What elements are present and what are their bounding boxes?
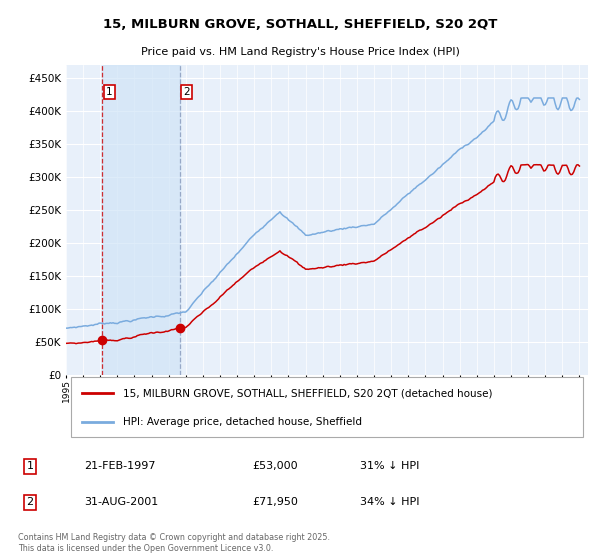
15, MILBURN GROVE, SOTHALL, SHEFFIELD, S20 2QT (detached house) [73, 340, 80, 347]
15, MILBURN GROVE, SOTHALL, SHEFFIELD, S20 2QT (detached house) [524, 161, 532, 168]
Text: 15, MILBURN GROVE, SOTHALL, SHEFFIELD, S20 2QT: 15, MILBURN GROVE, SOTHALL, SHEFFIELD, S… [103, 18, 497, 31]
Text: 31% ↓ HPI: 31% ↓ HPI [360, 461, 419, 472]
15, MILBURN GROVE, SOTHALL, SHEFFIELD, S20 2QT (detached house) [576, 163, 583, 170]
Text: 31-AUG-2001: 31-AUG-2001 [84, 497, 158, 507]
15, MILBURN GROVE, SOTHALL, SHEFFIELD, S20 2QT (detached house) [385, 248, 392, 254]
Text: £71,950: £71,950 [252, 497, 298, 507]
15, MILBURN GROVE, SOTHALL, SHEFFIELD, S20 2QT (detached house) [160, 329, 167, 335]
HPI: Average price, detached house, Sheffield: (2e+03, 7.34e+04): Average price, detached house, Sheffield… [77, 323, 84, 330]
HPI: Average price, detached house, Sheffield: (2.01e+03, 2.3e+05): Average price, detached house, Sheffield… [372, 220, 379, 226]
Line: HPI: Average price, detached house, Sheffield: HPI: Average price, detached house, Shef… [66, 98, 580, 328]
HPI: Average price, detached house, Sheffield: (2.02e+03, 4.2e+05): Average price, detached house, Sheffield… [519, 95, 526, 101]
Text: 2: 2 [26, 497, 34, 507]
FancyBboxPatch shape [71, 377, 583, 437]
Text: 15, MILBURN GROVE, SOTHALL, SHEFFIELD, S20 2QT (detached house): 15, MILBURN GROVE, SOTHALL, SHEFFIELD, S… [124, 388, 493, 398]
15, MILBURN GROVE, SOTHALL, SHEFFIELD, S20 2QT (detached house) [62, 340, 70, 347]
Text: 2: 2 [184, 87, 190, 97]
HPI: Average price, detached house, Sheffield: (2.02e+03, 4.18e+05): Average price, detached house, Sheffield… [576, 96, 583, 103]
Text: 1: 1 [106, 87, 113, 97]
HPI: Average price, detached house, Sheffield: (2.01e+03, 2.25e+05): Average price, detached house, Sheffield… [355, 223, 362, 230]
15, MILBURN GROVE, SOTHALL, SHEFFIELD, S20 2QT (detached house) [356, 260, 364, 267]
Text: Contains HM Land Registry data © Crown copyright and database right 2025.
This d: Contains HM Land Registry data © Crown c… [18, 533, 330, 553]
15, MILBURN GROVE, SOTHALL, SHEFFIELD, S20 2QT (detached house) [78, 339, 85, 346]
HPI: Average price, detached house, Sheffield: (2.02e+03, 4.02e+05): Average price, detached house, Sheffield… [513, 106, 520, 113]
Line: 15, MILBURN GROVE, SOTHALL, SHEFFIELD, S20 2QT (detached house): 15, MILBURN GROVE, SOTHALL, SHEFFIELD, S… [66, 165, 580, 344]
Bar [103, 65, 180, 375]
Text: £53,000: £53,000 [252, 461, 298, 472]
Text: 21-FEB-1997: 21-FEB-1997 [84, 461, 155, 472]
15, MILBURN GROVE, SOTHALL, SHEFFIELD, S20 2QT (detached house) [373, 256, 380, 263]
15, MILBURN GROVE, SOTHALL, SHEFFIELD, S20 2QT (detached house) [515, 169, 522, 176]
Text: 34% ↓ HPI: 34% ↓ HPI [360, 497, 419, 507]
HPI: Average price, detached house, Sheffield: (2e+03, 8.84e+04): Average price, detached house, Sheffield… [158, 314, 165, 320]
Text: Price paid vs. HM Land Registry's House Price Index (HPI): Price paid vs. HM Land Registry's House … [140, 46, 460, 57]
HPI: Average price, detached house, Sheffield: (2.01e+03, 2.46e+05): Average price, detached house, Sheffield… [383, 209, 391, 216]
Text: HPI: Average price, detached house, Sheffield: HPI: Average price, detached house, Shef… [124, 417, 362, 427]
HPI: Average price, detached house, Sheffield: (2e+03, 7.1e+04): Average price, detached house, Sheffield… [62, 325, 70, 332]
Text: 1: 1 [26, 461, 34, 472]
